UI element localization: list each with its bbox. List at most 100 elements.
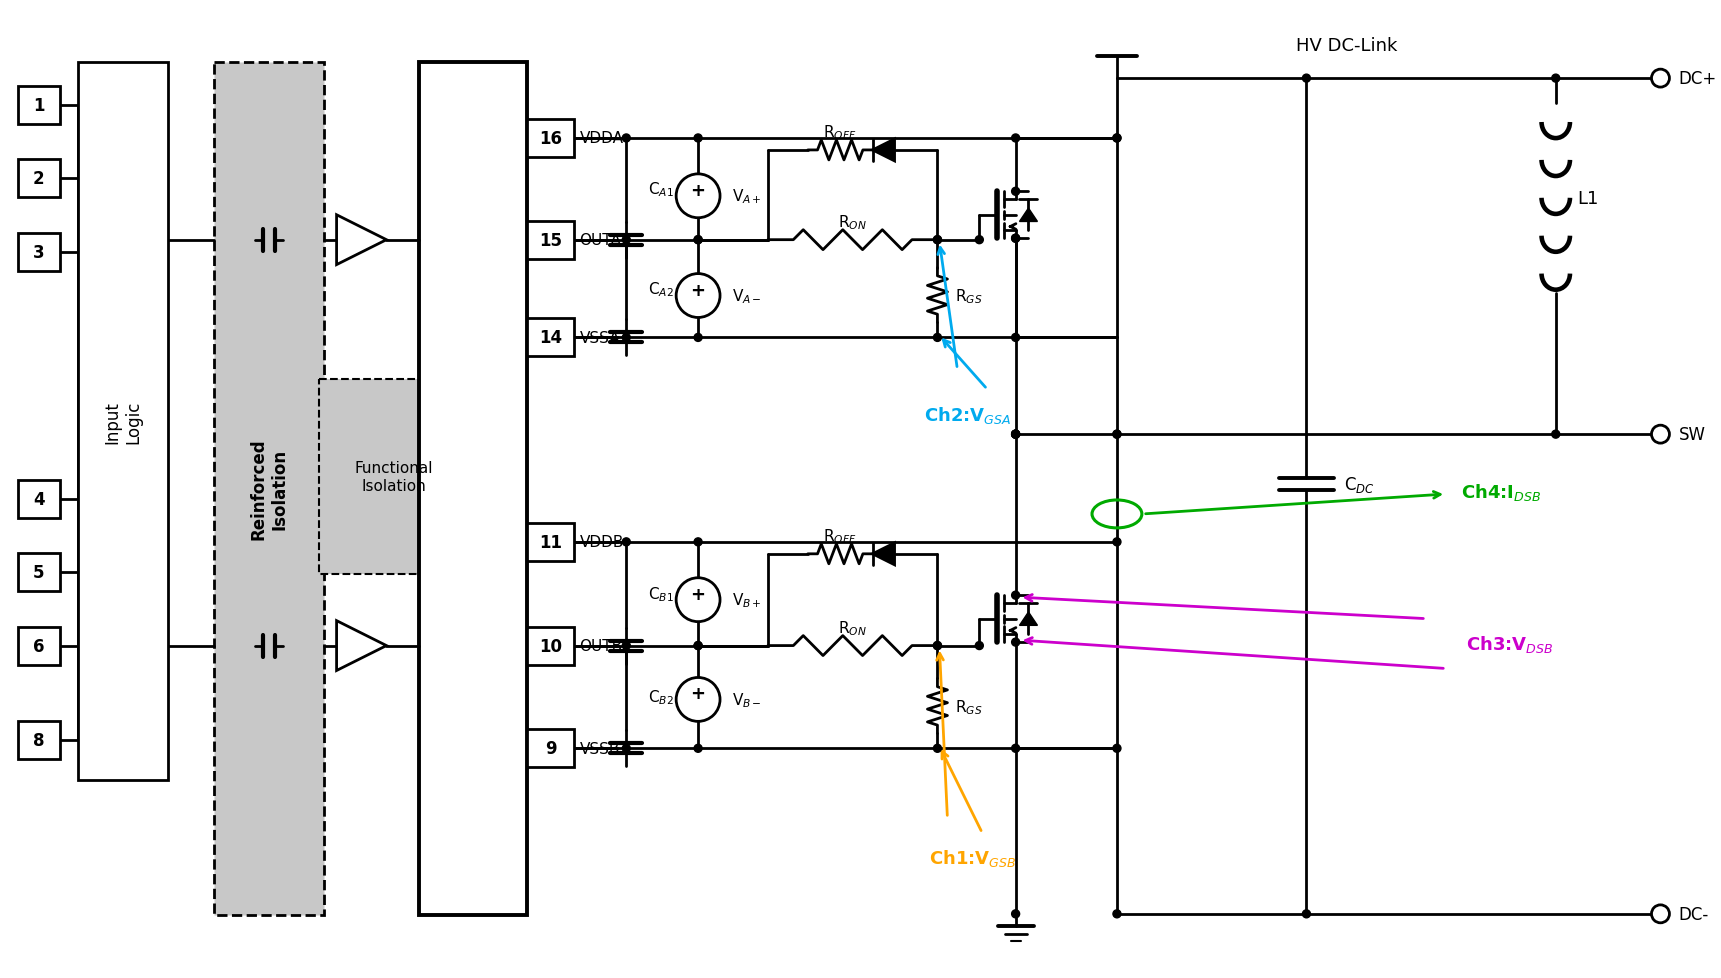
Text: 14: 14 bbox=[539, 329, 563, 347]
Text: Reinforced
Isolation: Reinforced Isolation bbox=[250, 438, 289, 540]
Circle shape bbox=[1303, 75, 1310, 83]
Circle shape bbox=[1113, 744, 1120, 752]
Circle shape bbox=[1012, 334, 1019, 342]
Bar bbox=[17, 627, 60, 665]
Text: 6: 6 bbox=[33, 637, 45, 655]
Circle shape bbox=[1113, 910, 1120, 918]
Circle shape bbox=[694, 237, 702, 244]
Text: Functional
Isolation: Functional Isolation bbox=[355, 461, 434, 493]
Circle shape bbox=[1652, 425, 1669, 444]
Circle shape bbox=[976, 642, 983, 650]
Text: VSSB: VSSB bbox=[580, 741, 620, 756]
Text: C$_{B1}$: C$_{B1}$ bbox=[649, 585, 675, 603]
Circle shape bbox=[1113, 538, 1120, 547]
Circle shape bbox=[676, 578, 719, 622]
Polygon shape bbox=[873, 140, 895, 161]
Bar bbox=[418, 64, 527, 914]
Circle shape bbox=[1012, 235, 1019, 243]
Text: OUTB: OUTB bbox=[580, 639, 623, 653]
Bar bbox=[527, 523, 575, 561]
Text: C$_{DC}$: C$_{DC}$ bbox=[1344, 474, 1375, 495]
Circle shape bbox=[694, 744, 702, 752]
Circle shape bbox=[933, 334, 941, 342]
Circle shape bbox=[676, 274, 719, 318]
Text: 2: 2 bbox=[33, 169, 45, 188]
Bar bbox=[527, 730, 575, 768]
Circle shape bbox=[933, 237, 941, 244]
Circle shape bbox=[623, 135, 630, 143]
Circle shape bbox=[676, 175, 719, 218]
Circle shape bbox=[676, 678, 719, 722]
Text: 9: 9 bbox=[544, 739, 556, 758]
Circle shape bbox=[1012, 639, 1019, 646]
Circle shape bbox=[694, 642, 702, 650]
Text: C$_{A2}$: C$_{A2}$ bbox=[649, 280, 675, 298]
Polygon shape bbox=[337, 621, 387, 671]
Polygon shape bbox=[1019, 209, 1038, 222]
Circle shape bbox=[623, 744, 630, 752]
Circle shape bbox=[933, 744, 941, 752]
Bar bbox=[527, 221, 575, 259]
Text: V$_{A+}$: V$_{A+}$ bbox=[731, 187, 762, 206]
Text: R$_{OFF}$: R$_{OFF}$ bbox=[823, 527, 857, 546]
Bar bbox=[17, 87, 60, 125]
Text: R$_{GS}$: R$_{GS}$ bbox=[955, 287, 983, 305]
Circle shape bbox=[694, 642, 702, 650]
Bar bbox=[17, 234, 60, 271]
Circle shape bbox=[933, 237, 941, 244]
Circle shape bbox=[623, 237, 630, 244]
Text: +: + bbox=[690, 182, 706, 200]
Text: HV DC-Link: HV DC-Link bbox=[1296, 37, 1397, 55]
Text: C$_{B2}$: C$_{B2}$ bbox=[649, 688, 675, 706]
Text: R$_{ON}$: R$_{ON}$ bbox=[838, 213, 867, 232]
Text: 10: 10 bbox=[539, 637, 563, 655]
Circle shape bbox=[933, 642, 941, 650]
Circle shape bbox=[623, 334, 630, 342]
Text: 15: 15 bbox=[539, 232, 563, 249]
Circle shape bbox=[1303, 910, 1310, 918]
Circle shape bbox=[1113, 430, 1120, 439]
Bar bbox=[17, 159, 60, 198]
Text: SW: SW bbox=[1678, 425, 1706, 444]
Circle shape bbox=[1012, 592, 1019, 600]
Text: 8: 8 bbox=[33, 732, 45, 749]
Circle shape bbox=[1652, 70, 1669, 88]
Text: R$_{OFF}$: R$_{OFF}$ bbox=[823, 123, 857, 142]
Circle shape bbox=[1012, 235, 1019, 243]
Bar bbox=[527, 319, 575, 357]
Circle shape bbox=[1552, 75, 1559, 83]
Text: C$_{A1}$: C$_{A1}$ bbox=[649, 180, 675, 199]
Polygon shape bbox=[337, 215, 387, 265]
Text: +: + bbox=[690, 282, 706, 299]
Text: DC+: DC+ bbox=[1678, 70, 1716, 88]
Circle shape bbox=[694, 334, 702, 342]
Text: 3: 3 bbox=[33, 244, 45, 261]
Bar bbox=[77, 64, 167, 780]
Text: +: + bbox=[690, 685, 706, 703]
Circle shape bbox=[1012, 430, 1019, 439]
Text: VSSA: VSSA bbox=[580, 331, 620, 345]
Text: DC-: DC- bbox=[1678, 905, 1709, 923]
Bar bbox=[318, 379, 468, 574]
Circle shape bbox=[694, 237, 702, 244]
Text: 5: 5 bbox=[33, 563, 45, 581]
Text: 11: 11 bbox=[539, 533, 563, 552]
Circle shape bbox=[1012, 744, 1019, 752]
Text: L1: L1 bbox=[1578, 190, 1599, 207]
Circle shape bbox=[933, 642, 941, 650]
Circle shape bbox=[1012, 430, 1019, 439]
Circle shape bbox=[1012, 910, 1019, 918]
Bar bbox=[17, 554, 60, 591]
Bar bbox=[527, 120, 575, 157]
Circle shape bbox=[976, 237, 983, 244]
Text: Input
Logic: Input Logic bbox=[103, 400, 143, 443]
Bar bbox=[17, 480, 60, 518]
Text: 1: 1 bbox=[33, 97, 45, 115]
Circle shape bbox=[1552, 430, 1559, 439]
Bar bbox=[215, 64, 324, 914]
Text: 16: 16 bbox=[539, 130, 563, 148]
Circle shape bbox=[1012, 430, 1019, 439]
Text: Ch4:I$_{DSB}$: Ch4:I$_{DSB}$ bbox=[1461, 482, 1542, 503]
Text: Ch1:V$_{GSB}$: Ch1:V$_{GSB}$ bbox=[929, 848, 1015, 868]
Circle shape bbox=[623, 642, 630, 650]
